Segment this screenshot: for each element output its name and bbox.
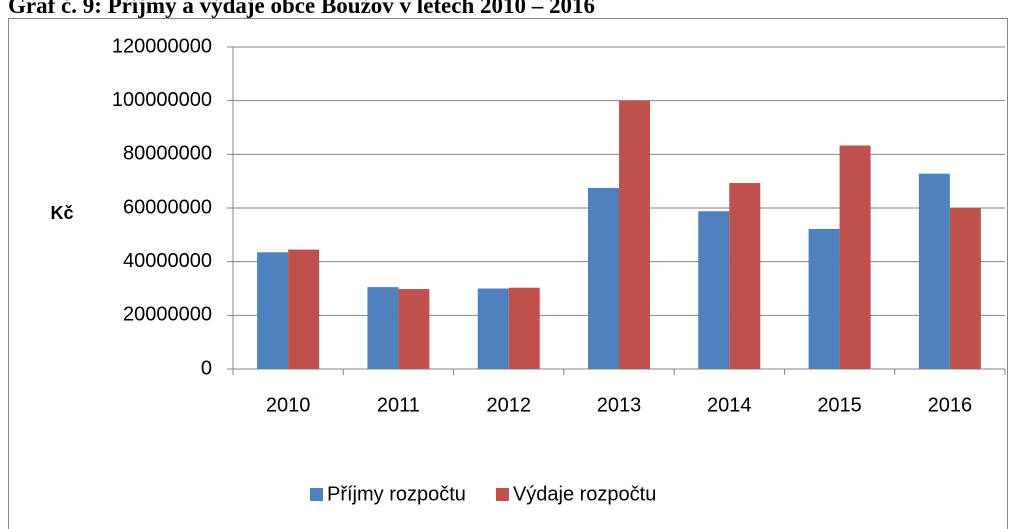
- y-tick-label: 100000000: [112, 89, 212, 111]
- bar: [588, 187, 619, 369]
- bar: [808, 228, 840, 369]
- x-tick-label: 2010: [266, 394, 311, 416]
- x-tick-label: 2014: [707, 394, 752, 416]
- bar: [729, 183, 761, 369]
- x-tick-label: 2016: [928, 394, 973, 416]
- bar: [918, 173, 950, 369]
- legend-label: Výdaje rozpočtu: [513, 483, 656, 505]
- legend-label: Příjmy rozpočtu: [327, 483, 466, 505]
- y-tick-label: 80000000: [123, 143, 212, 165]
- x-tick-label: 2013: [597, 394, 642, 416]
- bar: [257, 252, 289, 369]
- bar: [508, 287, 540, 369]
- y-tick-label: 40000000: [123, 250, 212, 272]
- x-tick-label: 2012: [486, 394, 531, 416]
- bar: [367, 287, 399, 369]
- bar: [398, 289, 430, 369]
- bar: [477, 288, 509, 369]
- y-tick-label: 120000000: [112, 35, 212, 57]
- y-axis-label: Kč: [50, 203, 73, 223]
- bar: [288, 249, 320, 369]
- y-tick-label: 0: [201, 357, 212, 379]
- legend-swatch: [495, 488, 509, 501]
- chart-title: Graf č. 9: Příjmy a výdaje obce Boužov v…: [8, 0, 595, 18]
- chart-border: [8, 18, 1008, 529]
- y-tick-label: 20000000: [123, 304, 212, 326]
- x-tick-label: 2015: [817, 394, 862, 416]
- y-tick-label: 60000000: [123, 196, 212, 218]
- bar: [698, 211, 730, 369]
- legend-swatch: [310, 488, 323, 501]
- bar: [619, 100, 650, 370]
- bar: [839, 145, 871, 369]
- x-tick-label: 2011: [377, 394, 420, 416]
- bar: [949, 208, 981, 369]
